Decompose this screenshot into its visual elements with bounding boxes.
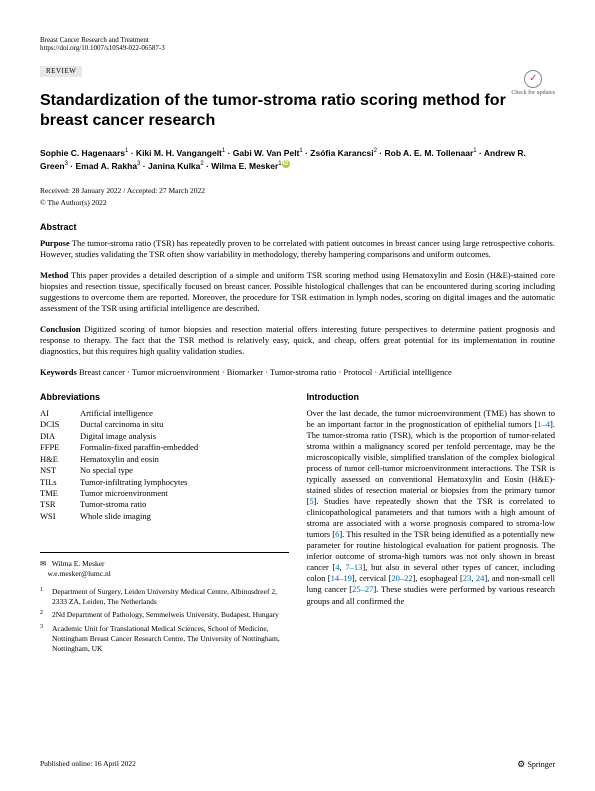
abbrev-row: DIADigital image analysis xyxy=(40,431,289,442)
conclusion-label: Conclusion xyxy=(40,324,81,334)
citation-link[interactable]: 1–4 xyxy=(537,419,550,429)
abbreviations-heading: Abbreviations xyxy=(40,392,289,404)
method-label: Method xyxy=(40,270,68,280)
affiliation-row: 22Nd Department of Pathology, Semmelweis… xyxy=(40,610,289,620)
article-type-badge: REVIEW xyxy=(40,66,82,77)
abbrev-row: H&EHematoxylin and eosin xyxy=(40,454,289,465)
affiliation-text: Academic Unit for Translational Medical … xyxy=(52,624,289,653)
publisher-logo: Springer xyxy=(517,759,555,771)
article-title: Standardization of the tumor-stroma rati… xyxy=(40,91,555,131)
abbrev-key: FFPE xyxy=(40,442,80,453)
abbrev-key: AI xyxy=(40,408,80,419)
journal-header: Breast Cancer Research and Treatment htt… xyxy=(40,36,555,53)
affiliation-text: 2Nd Department of Pathology, Semmelweis … xyxy=(52,610,279,620)
abbrev-value: Formalin-fixed paraffin-embedded xyxy=(80,442,198,453)
abbrev-key: TME xyxy=(40,488,80,499)
keywords-text: Breast cancer · Tumor microenvironment ·… xyxy=(77,367,452,377)
envelope-icon: ✉ xyxy=(40,559,50,569)
doi-line: https://doi.org/10.1007/s10549-022-06587… xyxy=(40,44,555,52)
corr-name: Wilma E. Mesker xyxy=(52,559,105,568)
abstract-conclusion: Conclusion Digitized scoring of tumor bi… xyxy=(40,324,555,357)
abbrev-row: DCISDuctal carcinoma in situ xyxy=(40,419,289,430)
abbrev-value: Ductal carcinoma in situ xyxy=(80,419,163,430)
affiliation-number: 1 xyxy=(40,587,52,607)
affiliation-row: 1Department of Surgery, Leiden Universit… xyxy=(40,587,289,607)
journal-name: Breast Cancer Research and Treatment xyxy=(40,36,555,44)
abstract-purpose: Purpose The tumor-stroma ratio (TSR) has… xyxy=(40,238,555,260)
abbrev-row: TMETumor microenvironment xyxy=(40,488,289,499)
abbrev-key: NST xyxy=(40,465,80,476)
abbrev-key: H&E xyxy=(40,454,80,465)
abbrev-row: FFPEFormalin-fixed paraffin-embedded xyxy=(40,442,289,453)
left-column: Abbreviations AIArtificial intelligenceD… xyxy=(40,392,289,657)
abstract-heading: Abstract xyxy=(40,222,555,234)
citation-link[interactable]: 24 xyxy=(476,573,485,583)
copyright-line: © The Author(s) 2022 xyxy=(40,198,555,208)
purpose-label: Purpose xyxy=(40,238,70,248)
introduction-heading: Introduction xyxy=(307,392,556,404)
abbrev-key: WSI xyxy=(40,511,80,522)
abbrev-value: Whole slide imaging xyxy=(80,511,151,522)
abbrev-key: DIA xyxy=(40,431,80,442)
introduction-paragraph: Over the last decade, the tumor microenv… xyxy=(307,408,556,607)
affiliation-text: Department of Surgery, Leiden University… xyxy=(52,587,289,607)
citation-link[interactable]: 4 xyxy=(335,562,339,572)
check-updates-widget[interactable]: Check for updates xyxy=(511,70,555,98)
check-updates-label: Check for updates xyxy=(511,90,555,98)
method-text: This paper provides a detailed descripti… xyxy=(40,270,555,313)
affiliations-list: 1Department of Surgery, Leiden Universit… xyxy=(40,587,289,654)
citation-link[interactable]: 23 xyxy=(463,573,472,583)
abbrev-row: TILsTumor-infiltrating lymphocytes xyxy=(40,477,289,488)
abbrev-row: WSIWhole slide imaging xyxy=(40,511,289,522)
abbreviations-list: AIArtificial intelligenceDCISDuctal carc… xyxy=(40,408,289,523)
abbrev-key: TILs xyxy=(40,477,80,488)
page-footer: Published online: 16 April 2022 Springer xyxy=(40,759,555,771)
abstract-method: Method This paper provides a detailed de… xyxy=(40,270,555,314)
citation-link[interactable]: 14–19 xyxy=(331,573,352,583)
abbrev-value: Tumor-stroma ratio xyxy=(80,499,146,510)
abbrev-value: Tumor-infiltrating lymphocytes xyxy=(80,477,187,488)
conclusion-text: Digitized scoring of tumor biopsies and … xyxy=(40,324,555,356)
citation-link[interactable]: 5 xyxy=(309,496,313,506)
right-column: Introduction Over the last decade, the t… xyxy=(307,392,556,657)
abbrev-value: Tumor microenvironment xyxy=(80,488,168,499)
abbrev-key: DCIS xyxy=(40,419,80,430)
abbrev-key: TSR xyxy=(40,499,80,510)
corr-email: w.e.mesker@lumc.nl xyxy=(48,569,111,578)
published-online: Published online: 16 April 2022 xyxy=(40,759,136,771)
citation-link[interactable]: 25–27 xyxy=(352,584,373,594)
author-list: Sophie C. Hagenaars1 · Kiki M. H. Vangan… xyxy=(40,147,555,173)
citation-link[interactable]: 6 xyxy=(335,529,339,539)
purpose-text: The tumor-stroma ratio (TSR) has repeate… xyxy=(40,238,555,259)
affiliation-row: 3Academic Unit for Translational Medical… xyxy=(40,624,289,653)
abbrev-row: NSTNo special type xyxy=(40,465,289,476)
abbrev-value: No special type xyxy=(80,465,133,476)
abbrev-row: TSRTumor-stroma ratio xyxy=(40,499,289,510)
correspondence-block: ✉ Wilma E. Mesker w.e.mesker@lumc.nl xyxy=(40,552,289,579)
abbrev-value: Hematoxylin and eosin xyxy=(80,454,159,465)
citation-link[interactable]: 7–13 xyxy=(345,562,362,572)
abbrev-value: Artificial intelligence xyxy=(80,408,153,419)
keywords-label: Keywords xyxy=(40,367,77,377)
affiliation-number: 3 xyxy=(40,624,52,653)
check-updates-icon xyxy=(524,70,542,88)
keywords-line: Keywords Breast cancer · Tumor microenvi… xyxy=(40,367,555,378)
citation-link[interactable]: 20–22 xyxy=(391,573,412,583)
article-dates: Received: 28 January 2022 / Accepted: 27… xyxy=(40,186,555,196)
abbrev-row: AIArtificial intelligence xyxy=(40,408,289,419)
affiliation-number: 2 xyxy=(40,610,52,620)
abbrev-value: Digital image analysis xyxy=(80,431,156,442)
